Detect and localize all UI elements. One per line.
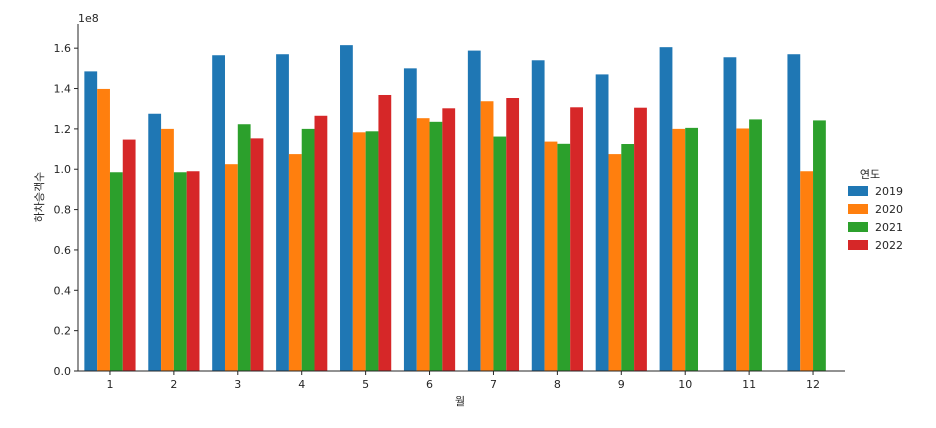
x-tick-label: 10 (678, 378, 692, 391)
bar-2021-month-3 (237, 124, 251, 372)
bar-2020-month-9 (608, 154, 622, 371)
legend-label-2021: 2021 (875, 221, 903, 234)
x-tick-label: 3 (234, 378, 241, 391)
legend-swatch-2021 (848, 222, 868, 232)
bar-2019-month-2 (148, 113, 162, 371)
bar-2021-month-10 (685, 127, 699, 372)
bar-2020-month-2 (161, 128, 174, 371)
bar-2020-month-8 (544, 141, 558, 371)
y-tick-label: 1.0 (54, 163, 72, 176)
bar-2020-month-4 (288, 154, 302, 371)
legend-title: 연도 (860, 168, 880, 181)
bar-2021-month-4 (301, 128, 315, 371)
y-tick-label: 0.2 (54, 325, 72, 338)
bar-2022-month-5 (378, 94, 392, 372)
bar-2020-month-5 (352, 132, 366, 371)
x-axis-label: 월 (455, 395, 465, 408)
y-tick-label: 1.6 (54, 42, 72, 55)
bar-2019-month-3 (212, 55, 225, 372)
bar-2019-month-5 (340, 45, 353, 372)
bar-2021-month-12 (813, 120, 826, 371)
legend-swatch-2020 (848, 204, 868, 214)
bar-2020-month-7 (480, 101, 494, 372)
x-tick-label: 5 (362, 378, 369, 391)
bar-2022-month-8 (570, 107, 583, 371)
bar-2019-month-4 (276, 54, 289, 371)
legend-swatch-2022 (848, 240, 868, 250)
legend-label-2020: 2020 (875, 203, 903, 216)
y-axis-label: 하차승객수 (32, 172, 46, 223)
x-tick-label: 11 (742, 378, 756, 391)
bar-2021-month-11 (749, 119, 762, 372)
legend-label-2019: 2019 (875, 185, 903, 198)
bar-2022-month-1 (122, 139, 136, 371)
y-tick-label: 0.4 (54, 284, 72, 297)
bar-2021-month-7 (493, 136, 507, 371)
x-tick-label: 7 (490, 378, 497, 391)
legend-swatch-2019 (848, 186, 868, 196)
bar-2020-month-10 (672, 128, 686, 371)
y-tick-label: 1.2 (54, 123, 72, 136)
bars-group (84, 45, 826, 372)
bar-2022-month-7 (506, 98, 520, 371)
bar-2022-month-4 (314, 115, 328, 372)
bar-2022-month-9 (634, 107, 647, 371)
x-axis: 1 2 3 4 5 6 7 8 9 10 11 12 (78, 370, 845, 391)
x-tick-label: 2 (170, 378, 177, 391)
x-tick-label: 4 (298, 378, 305, 391)
y-tick-label: 0.0 (54, 365, 72, 378)
bar-2019-month-11 (723, 57, 737, 371)
bar-2021-month-6 (429, 121, 443, 371)
y-tick-label: 1.4 (54, 83, 72, 96)
bar-2019-month-12 (787, 54, 801, 371)
bar-2020-month-6 (416, 118, 430, 371)
legend: 연도 2019 2020 2021 2022 (848, 168, 903, 252)
x-tick-label: 12 (806, 378, 820, 391)
bar-2021-month-9 (621, 144, 635, 371)
legend-label-2022: 2022 (875, 239, 903, 252)
bar-2020-month-3 (224, 164, 238, 371)
y-offset-label: 1e8 (78, 12, 99, 25)
bar-2020-month-11 (736, 128, 750, 371)
y-axis: 0.0 0.2 0.4 0.6 0.8 1.0 1.2 1.4 1.6 (54, 24, 79, 378)
y-tick-label: 0.8 (54, 204, 72, 217)
x-tick-label: 6 (426, 378, 433, 391)
x-tick-label: 9 (618, 378, 625, 391)
bar-2021-month-8 (557, 143, 571, 371)
bar-2022-month-3 (250, 138, 264, 371)
bar-2021-month-2 (173, 172, 187, 371)
bar-2019-month-10 (659, 47, 673, 372)
bar-2020-month-12 (800, 171, 814, 371)
bar-2019-month-6 (403, 68, 417, 371)
bar-2022-month-6 (442, 108, 456, 372)
bar-2021-month-1 (109, 172, 123, 371)
bar-2019-month-9 (595, 74, 609, 371)
bar-2019-month-7 (467, 50, 481, 371)
x-tick-label: 1 (106, 378, 113, 391)
bar-2019-month-8 (531, 60, 545, 371)
bar-2022-month-2 (186, 171, 200, 371)
bar-2020-month-1 (97, 88, 110, 372)
y-tick-label: 0.6 (54, 244, 72, 257)
bar-2021-month-5 (365, 131, 379, 371)
x-tick-label: 8 (554, 378, 561, 391)
bar-2019-month-1 (84, 71, 98, 371)
